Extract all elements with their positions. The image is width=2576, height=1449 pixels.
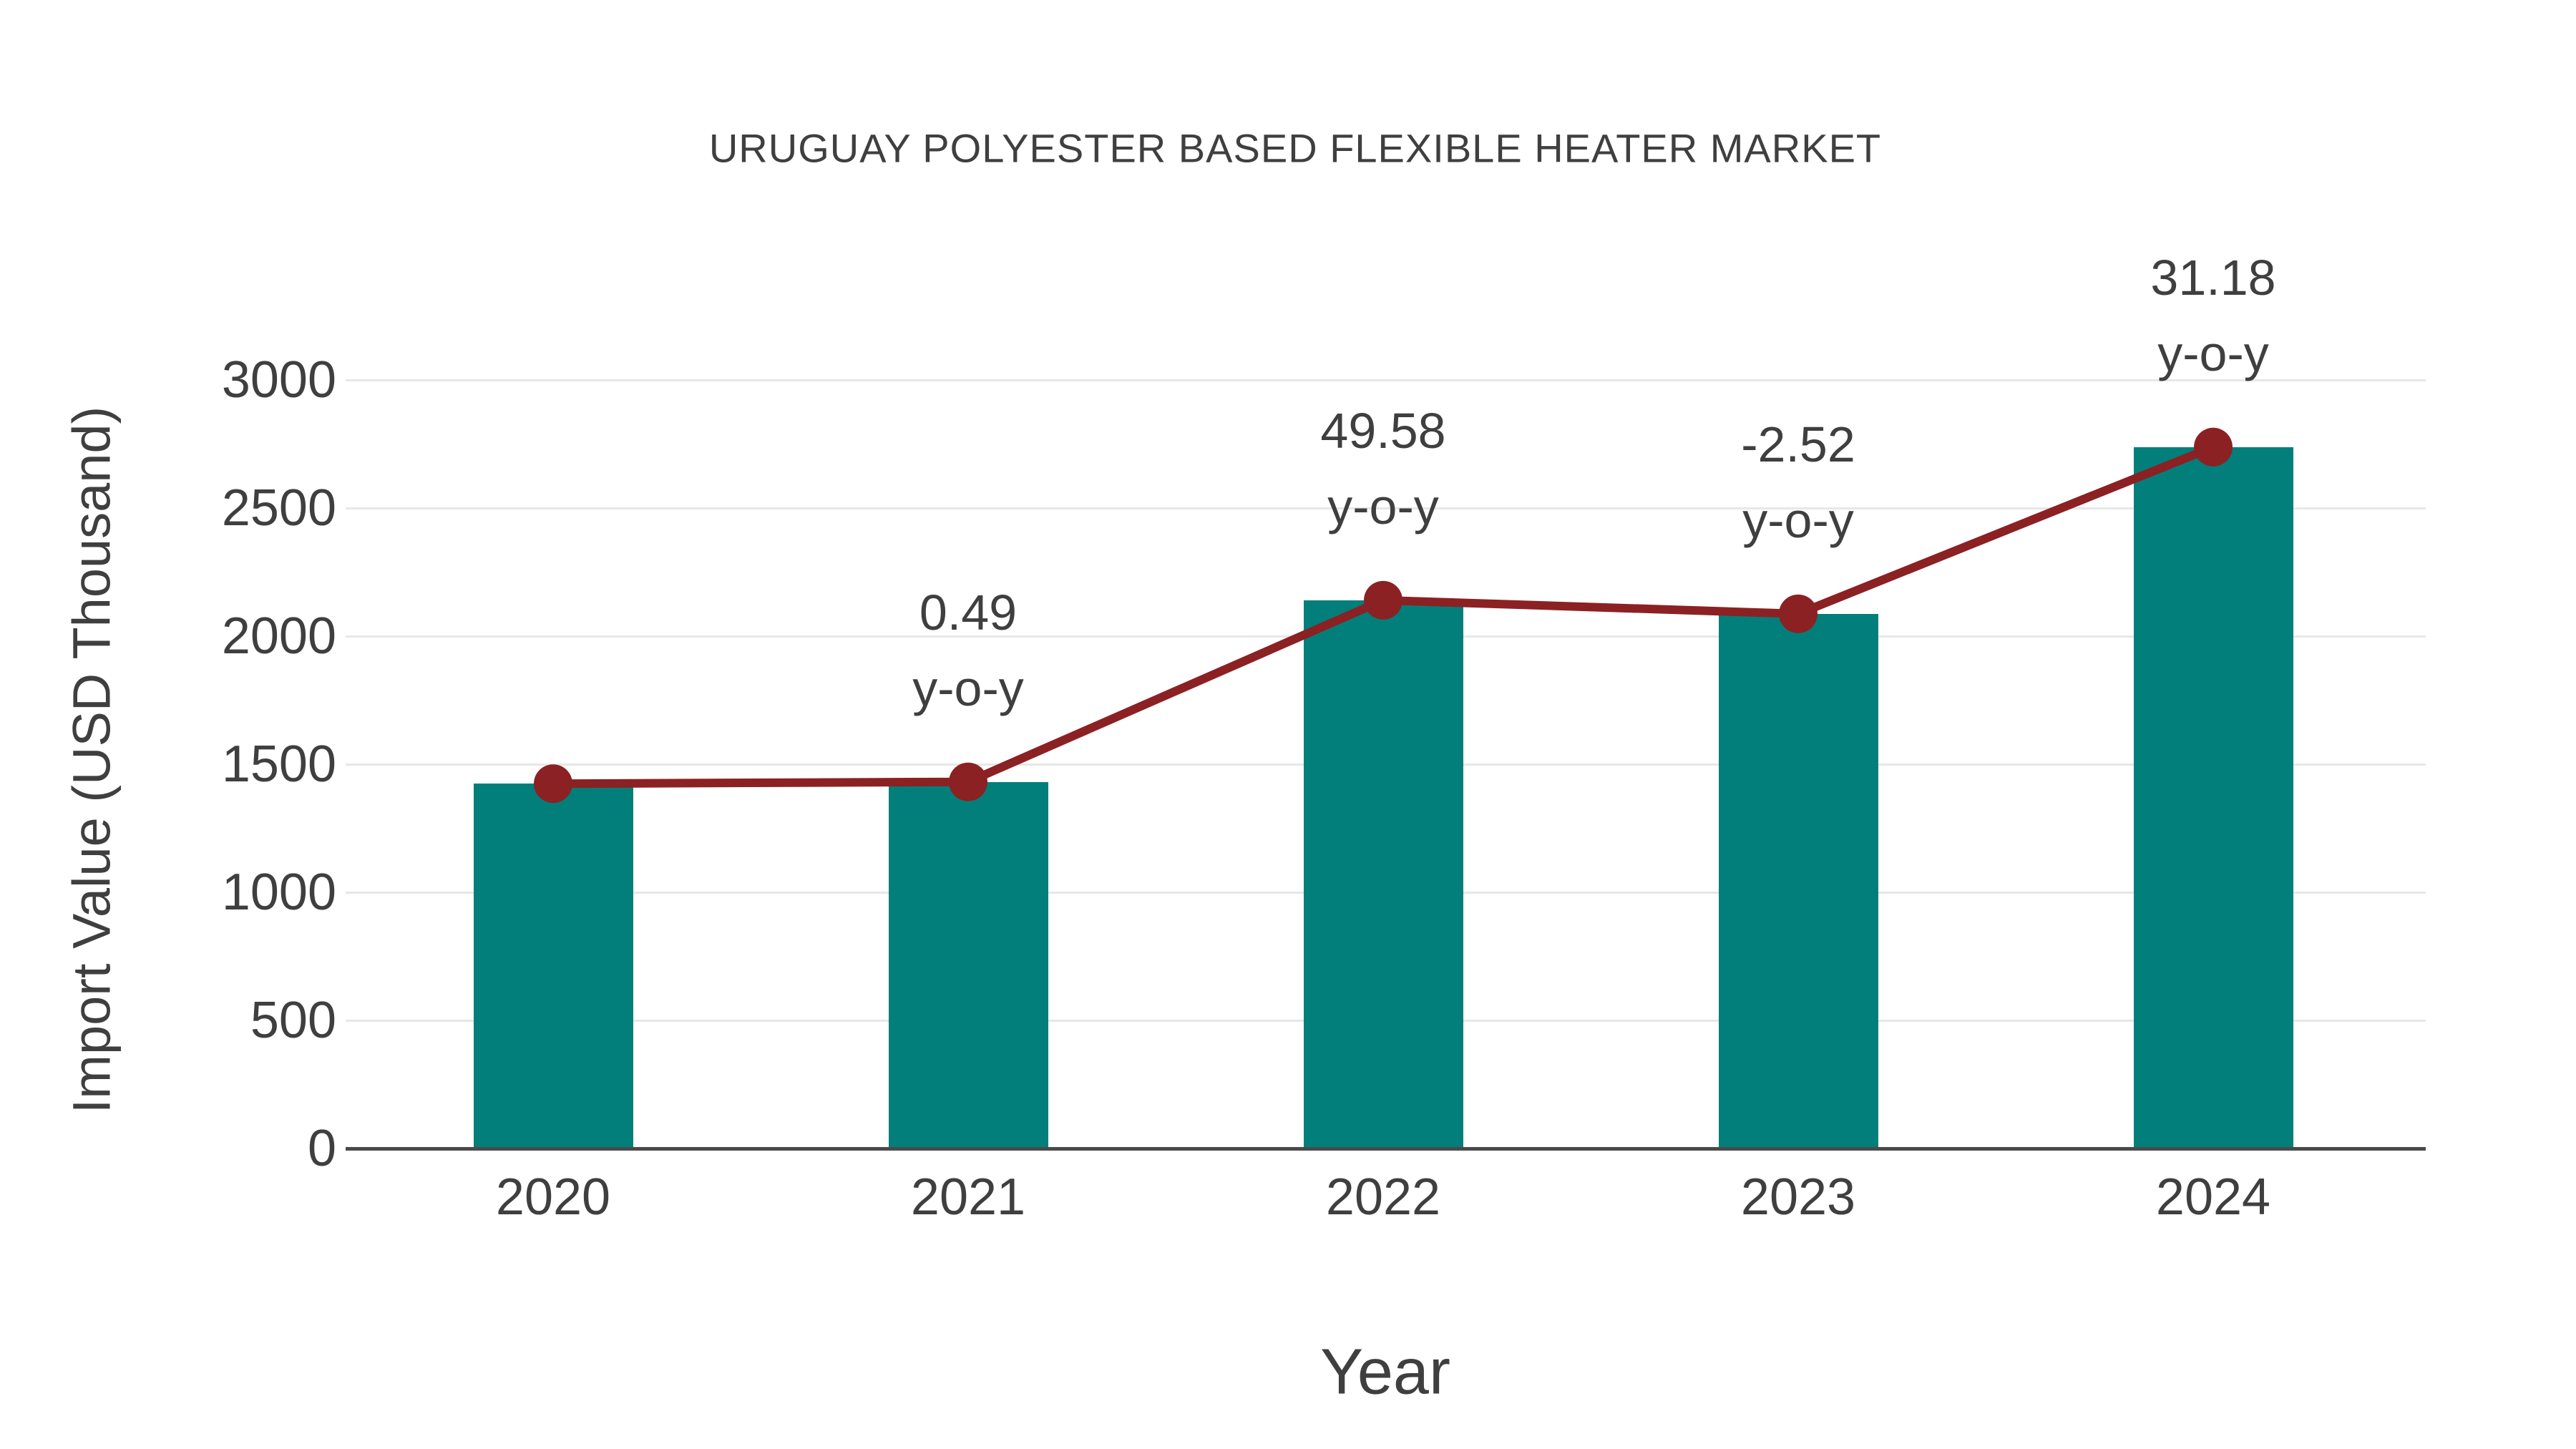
y-tick-label: 1500 (221, 736, 336, 793)
data-point-marker-2022 (1364, 580, 1402, 620)
x-tick-label-2024: 2024 (2155, 1169, 2271, 1226)
bar-2020 (473, 784, 633, 1148)
yoy-value-label: 0.49 (919, 584, 1018, 640)
gridline (346, 507, 2426, 509)
y-tick-label: 3000 (221, 351, 336, 409)
bar-2022 (1303, 600, 1463, 1148)
y-tick-label: 2000 (221, 608, 336, 665)
bar-2023 (1718, 613, 1878, 1148)
data-point-marker-2021 (949, 762, 987, 801)
x-tick-label-2023: 2023 (1740, 1169, 1856, 1226)
x-axis-line (346, 1147, 2426, 1151)
yoy-annotation-2021: 0.49 y-o-y (912, 575, 1024, 726)
y-tick-label: 1000 (221, 864, 336, 921)
bar-2024 (2133, 447, 2293, 1148)
yoy-suffix-label: y-o-y (912, 660, 1024, 716)
data-point-marker-2024 (2194, 427, 2233, 467)
x-axis-label: Year (1320, 1336, 1450, 1408)
x-tick-label-2021: 2021 (910, 1169, 1026, 1226)
yoy-suffix-label: y-o-y (1327, 478, 1439, 535)
y-tick-label: 0 (307, 1120, 336, 1177)
yoy-annotation-2023: -2.52 y-o-y (1741, 406, 1855, 558)
gridline (346, 379, 2426, 381)
yoy-suffix-label: y-o-y (2157, 325, 2269, 381)
yoy-annotation-2024: 31.18 y-o-y (2150, 240, 2275, 391)
y-tick-label: 2500 (221, 479, 336, 537)
chart-title: URUGUAY POLYESTER BASED FLEXIBLE HEATER … (708, 125, 1882, 171)
data-point-marker-2023 (1779, 594, 1818, 633)
yoy-annotation-2022: 49.58 y-o-y (1320, 393, 1445, 545)
yoy-suffix-label: y-o-y (1742, 492, 1854, 548)
bar-2021 (888, 781, 1048, 1148)
yoy-value-label: 31.18 (2150, 249, 2276, 306)
data-point-marker-2020 (534, 764, 572, 804)
yoy-value-label: -2.52 (1741, 416, 1855, 472)
yoy-value-label: 49.58 (1320, 402, 1446, 459)
x-tick-label-2022: 2022 (1325, 1169, 1441, 1226)
y-tick-label: 500 (250, 992, 336, 1049)
x-tick-label-2020: 2020 (495, 1169, 611, 1226)
